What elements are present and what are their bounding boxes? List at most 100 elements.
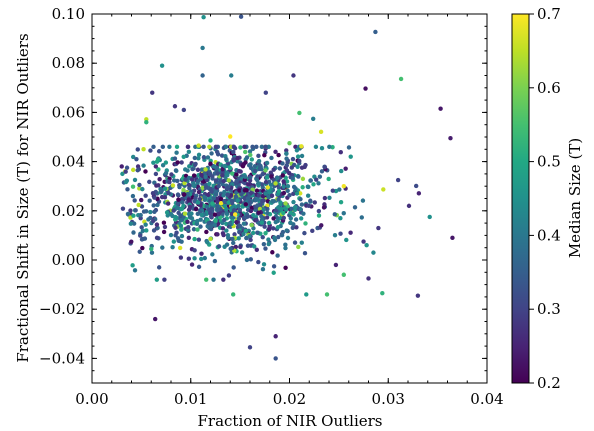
data-point [207,181,212,186]
data-point [168,212,174,217]
data-point [264,175,270,180]
data-point [273,181,278,186]
data-point [213,144,219,150]
data-point [173,168,179,173]
data-point [171,208,176,213]
data-point [231,158,236,163]
data-point [154,222,160,227]
data-point [128,221,134,226]
data-point [215,204,220,209]
data-point [186,235,192,240]
data-point [330,145,335,150]
data-point [183,177,188,182]
data-point [330,188,336,193]
data-point [186,182,192,188]
data-point [260,198,265,204]
data-point [252,164,258,169]
data-point [139,225,144,230]
data-point [138,216,143,221]
data-point [153,171,159,177]
data-point [215,200,220,205]
y-tick-label: 0.02 [52,202,85,220]
data-point [294,191,300,196]
data-point [324,292,330,297]
data-point [195,218,200,224]
data-point [196,237,202,242]
data-point [199,251,204,256]
data-point [296,174,301,179]
x-tick-label: 0.01 [174,390,207,408]
data-point [271,226,276,231]
x-tick-label: 0.04 [470,390,503,408]
data-point [174,144,180,150]
data-point [151,144,156,150]
data-point [232,232,237,237]
data-point [161,229,167,235]
data-point [212,258,218,264]
data-point [245,214,251,219]
data-point [238,169,243,174]
data-point [322,195,328,201]
data-point [304,292,309,297]
data-point [256,210,261,216]
data-point [236,236,241,241]
data-point [156,265,162,270]
data-point [288,210,293,215]
data-point [138,212,143,218]
data-point [220,173,225,178]
data-point [221,277,226,282]
data-point [232,212,238,217]
data-point [247,345,253,350]
data-point [281,210,286,216]
data-point [187,215,193,220]
data-point [202,195,207,200]
data-point [252,244,257,249]
data-point [438,106,443,111]
data-point [296,244,301,250]
data-point [155,225,160,231]
data-point [298,196,303,202]
data-point [263,168,268,173]
data-point [265,210,270,216]
data-point [337,187,342,192]
data-point [237,207,243,213]
data-point [229,211,234,217]
data-point [352,205,358,210]
data-point [191,227,197,232]
data-point [285,188,290,193]
data-point [262,152,267,158]
data-point [344,237,349,243]
data-point [264,215,270,220]
data-point [171,239,177,244]
data-point [319,223,324,228]
data-point [235,155,240,161]
data-point [238,244,243,250]
data-point [150,90,155,95]
data-point [196,152,202,158]
data-point [177,184,182,190]
data-point [173,214,178,220]
data-point [327,144,332,150]
data-point [289,206,294,212]
data-point [216,211,221,217]
data-point [167,144,172,150]
data-point [123,169,128,174]
data-point [249,222,255,228]
data-point [415,293,421,298]
data-point [213,192,219,197]
data-point [208,236,213,242]
data-point [133,208,138,213]
data-point [234,179,239,184]
data-point [138,233,143,238]
x-tick-label: 0.03 [372,390,405,408]
data-point [293,205,298,210]
data-point [220,226,226,231]
data-point [186,197,192,202]
data-point [141,147,146,152]
data-point [308,198,313,203]
colorbar: 0.2 0.3 0.4 0.5 0.6 0.7 Median Size (T) [511,5,584,392]
data-point [193,196,198,201]
data-point [295,154,301,159]
data-point [186,149,192,154]
